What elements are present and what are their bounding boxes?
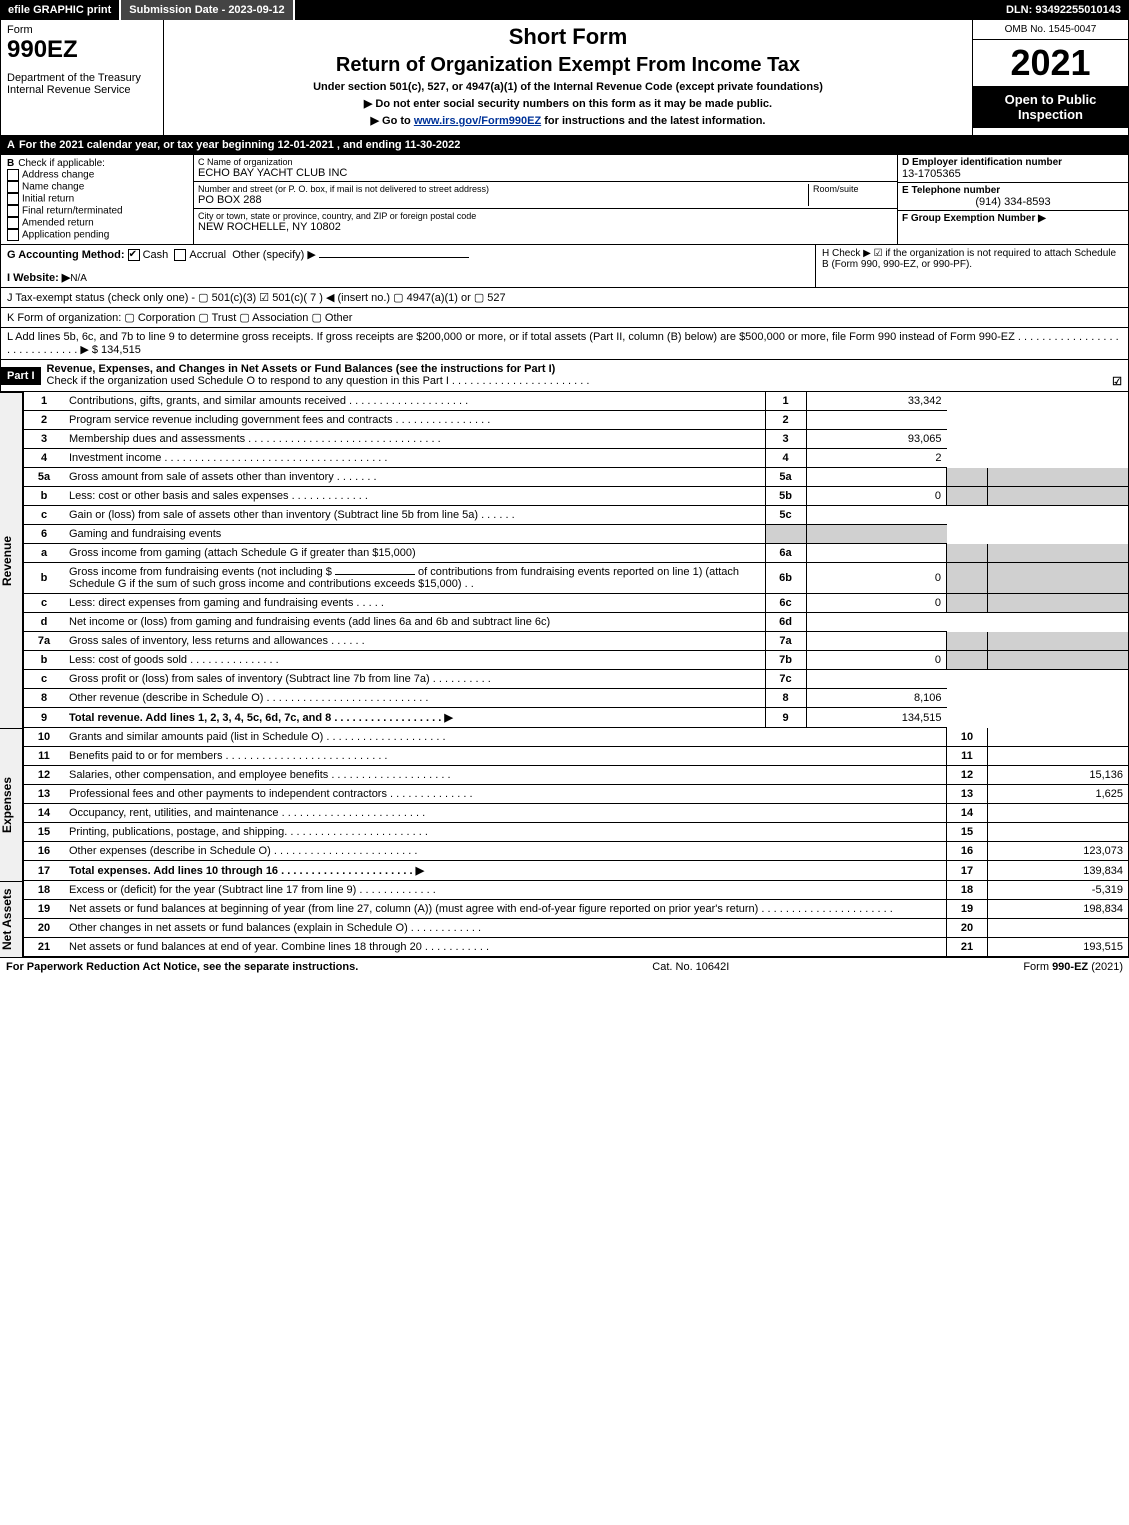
line-k: K Form of organization: ▢ Corporation ▢ … — [0, 308, 1129, 328]
row-15: 15Printing, publications, postage, and s… — [24, 823, 1129, 842]
row-18: 18Excess or (deficit) for the year (Subt… — [24, 881, 1129, 900]
net-assets-vertical-label: Net Assets — [0, 881, 23, 957]
org-info-section: BCheck if applicable: Address change Nam… — [0, 155, 1129, 245]
submission-date: Submission Date - 2023-09-12 — [121, 0, 294, 20]
row-5a: 5aGross amount from sale of assets other… — [24, 468, 1129, 487]
street-label: Number and street (or P. O. box, if mail… — [198, 184, 808, 194]
checkbox-name-change[interactable]: Name change — [7, 181, 187, 193]
page-footer: For Paperwork Reduction Act Notice, see … — [0, 957, 1129, 976]
tax-year: 2021 — [973, 40, 1128, 86]
phone-label: E Telephone number — [902, 185, 1124, 196]
checkbox-amended-return[interactable]: Amended return — [7, 217, 187, 229]
row-3: 3Membership dues and assessments . . . .… — [24, 430, 1129, 449]
irs-gov-link[interactable]: www.irs.gov/Form990EZ — [414, 115, 541, 127]
row-5b: bLess: cost or other basis and sales exp… — [24, 487, 1129, 506]
checkbox-final-return[interactable]: Final return/terminated — [7, 205, 187, 217]
name-of-org-label: C Name of organization — [198, 157, 893, 167]
row-20: 20Other changes in net assets or fund ba… — [24, 919, 1129, 938]
dept-treasury: Department of the Treasury — [7, 72, 157, 84]
checkbox-address-change[interactable]: Address change — [7, 169, 187, 181]
row-17: 17Total expenses. Add lines 10 through 1… — [24, 861, 1129, 881]
open-to-public: Open to Public Inspection — [973, 86, 1128, 128]
checkbox-initial-return[interactable]: Initial return — [7, 193, 187, 205]
checkbox-accrual[interactable] — [174, 249, 186, 261]
checkbox-cash[interactable] — [128, 249, 140, 261]
row-6d: dNet income or (loss) from gaming and fu… — [24, 613, 1129, 632]
row-6c: cLess: direct expenses from gaming and f… — [24, 594, 1129, 613]
org-name: ECHO BAY YACHT CLUB INC — [198, 167, 893, 179]
form-header: Form 990EZ Department of the Treasury In… — [0, 20, 1129, 136]
line-j: J Tax-exempt status (check only one) - ▢… — [0, 288, 1129, 308]
dln: DLN: 93492255010143 — [998, 0, 1129, 20]
line-h: H Check ▶ ☑ if the organization is not r… — [815, 245, 1128, 287]
line-a-tax-year: AFor the 2021 calendar year, or tax year… — [0, 136, 1129, 155]
cat-no: Cat. No. 10642I — [652, 961, 729, 973]
city-state-zip: NEW ROCHELLE, NY 10802 — [198, 221, 893, 233]
row-7b: bLess: cost of goods sold . . . . . . . … — [24, 651, 1129, 670]
row-7a: 7aGross sales of inventory, less returns… — [24, 632, 1129, 651]
revenue-vertical-label: Revenue — [0, 392, 23, 728]
form-number: 990EZ — [7, 36, 157, 64]
short-form-title: Short Form — [168, 24, 968, 50]
net-assets-table: 18Excess or (deficit) for the year (Subt… — [23, 881, 1129, 957]
omb-number: OMB No. 1545-0047 — [973, 20, 1128, 40]
form-ref: Form 990-EZ (2021) — [1023, 961, 1123, 973]
row-2: 2Program service revenue including gover… — [24, 411, 1129, 430]
row-12: 12Salaries, other compensation, and empl… — [24, 766, 1129, 785]
top-bar: efile GRAPHIC print Submission Date - 20… — [0, 0, 1129, 20]
line-l: L Add lines 5b, 6c, and 7b to line 9 to … — [0, 328, 1129, 360]
line-i: I Website: ▶N/A — [7, 271, 809, 284]
row-21: 21Net assets or fund balances at end of … — [24, 938, 1129, 957]
row-14: 14Occupancy, rent, utilities, and mainte… — [24, 804, 1129, 823]
row-4: 4Investment income . . . . . . . . . . .… — [24, 449, 1129, 468]
efile-graphic-print[interactable]: efile GRAPHIC print — [0, 0, 121, 20]
row-1: 1Contributions, gifts, grants, and simil… — [24, 392, 1129, 411]
row-6: 6Gaming and fundraising events — [24, 525, 1129, 544]
street-address: PO BOX 288 — [198, 194, 808, 206]
lines-g-h: G Accounting Method: Cash Accrual Other … — [0, 245, 1129, 288]
instruction-ssn: ▶ Do not enter social security numbers o… — [168, 97, 968, 110]
form-label: Form — [7, 24, 157, 36]
row-16: 16Other expenses (describe in Schedule O… — [24, 842, 1129, 861]
expenses-table: 10Grants and similar amounts paid (list … — [23, 728, 1129, 881]
part-i-label: Part I — [1, 367, 41, 385]
row-9: 9Total revenue. Add lines 1, 2, 3, 4, 5c… — [24, 708, 1129, 728]
checkbox-application-pending[interactable]: Application pending — [7, 229, 187, 241]
row-19: 19Net assets or fund balances at beginni… — [24, 900, 1129, 919]
phone-value: (914) 334-8593 — [902, 196, 1124, 208]
part-i-header: Part I Revenue, Expenses, and Changes in… — [0, 360, 1129, 392]
paperwork-notice: For Paperwork Reduction Act Notice, see … — [6, 961, 358, 973]
group-exemption-label: F Group Exemption Number ▶ — [902, 213, 1124, 224]
row-8: 8Other revenue (describe in Schedule O) … — [24, 689, 1129, 708]
row-6a: aGross income from gaming (attach Schedu… — [24, 544, 1129, 563]
main-title: Return of Organization Exempt From Incom… — [168, 54, 968, 77]
revenue-table: 1Contributions, gifts, grants, and simil… — [23, 392, 1129, 728]
ein-label: D Employer identification number — [902, 157, 1124, 168]
expenses-vertical-label: Expenses — [0, 728, 23, 881]
other-specify: Other (specify) ▶ — [232, 249, 316, 261]
row-11: 11Benefits paid to or for members . . . … — [24, 747, 1129, 766]
part-i-check-line: Check if the organization used Schedule … — [47, 375, 590, 387]
row-13: 13Professional fees and other payments t… — [24, 785, 1129, 804]
section-b-title: BCheck if applicable: — [7, 158, 187, 169]
room-suite-label: Room/suite — [808, 184, 893, 206]
row-7c: cGross profit or (loss) from sales of in… — [24, 670, 1129, 689]
row-5c: cGain or (loss) from sale of assets othe… — [24, 506, 1129, 525]
part-i-title: Revenue, Expenses, and Changes in Net As… — [47, 363, 556, 375]
subtitle: Under section 501(c), 527, or 4947(a)(1)… — [168, 81, 968, 93]
instruction-link: ▶ Go to www.irs.gov/Form990EZ for instru… — [168, 114, 968, 127]
irs-label: Internal Revenue Service — [7, 84, 157, 96]
ein-value: 13-1705365 — [902, 168, 1124, 180]
row-6b: bGross income from fundraising events (n… — [24, 563, 1129, 594]
row-10: 10Grants and similar amounts paid (list … — [24, 728, 1129, 747]
line-g-label: G Accounting Method: — [7, 249, 125, 261]
city-label: City or town, state or province, country… — [198, 211, 893, 221]
schedule-o-checkbox[interactable]: ☑ — [1112, 375, 1122, 388]
